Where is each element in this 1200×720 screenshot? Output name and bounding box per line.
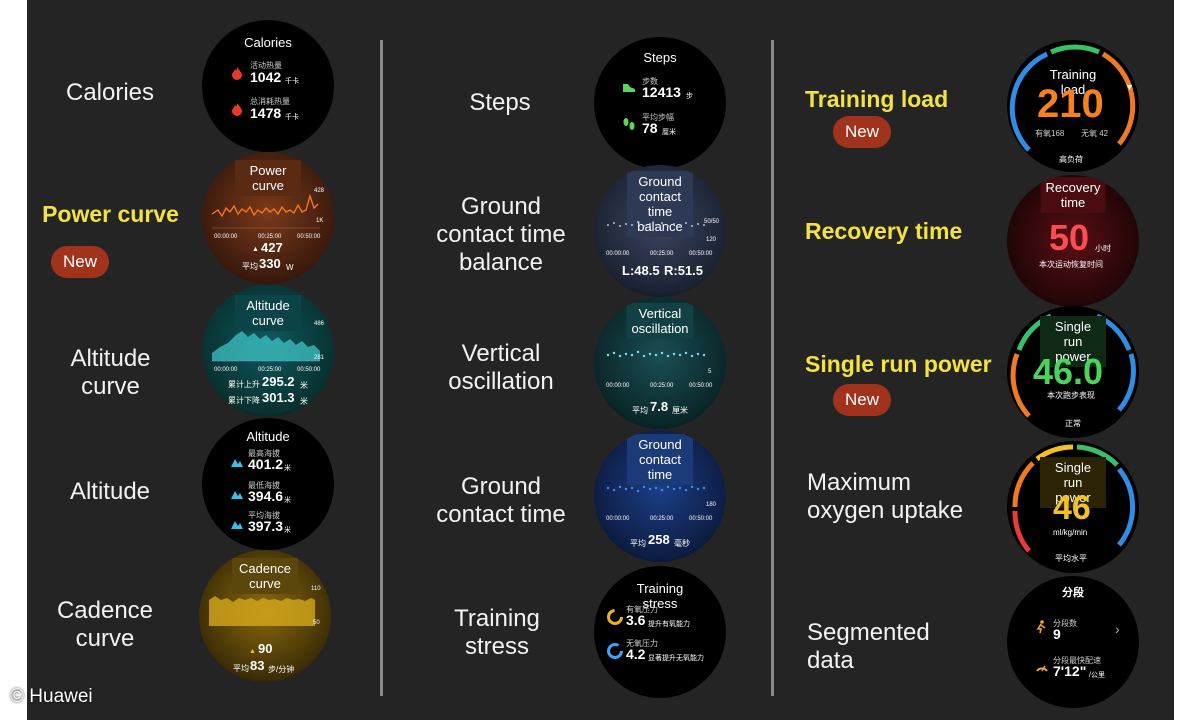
watch-training-stress: Training stress 有氧压力 3.6 提升有氧能力 无氧压力 4.2…: [594, 566, 726, 698]
footsteps-icon: [623, 118, 635, 130]
new-badge-training-load: New: [833, 116, 891, 148]
label-gct: Ground contact time: [436, 473, 566, 528]
gct-scatter: [606, 485, 706, 493]
watch-altitude-curve: Altitude curve 486 281 00:00:00 00:25:00…: [202, 285, 334, 417]
watch-vo2max: Single run power 46 ml/kg/min 平均水平: [1007, 441, 1139, 573]
peak-triangle-icon: ▲: [252, 246, 259, 253]
mountain-icon: [231, 521, 243, 529]
pace-gauge-icon: [1036, 665, 1048, 672]
watch-single-run-power: Single run power 46.0 本次跑步表现 正常: [1007, 306, 1139, 438]
watch-title: Ground contact time balance: [627, 171, 693, 237]
label-single-run-power: Single run power: [805, 351, 992, 377]
watch-title: Calories: [244, 35, 292, 50]
watch-segmented-data: 分段 分段数 9 › 分段最快配速 7'12" /公里: [1007, 576, 1139, 708]
label-power-curve: Power curve: [42, 201, 179, 227]
column-divider-2: [771, 40, 774, 696]
gct-balance-scatter: [607, 221, 705, 227]
label-altitude-curve: Altitude curve: [70, 345, 151, 400]
flame-icon: [232, 103, 242, 116]
vo2-gauge: [1012, 444, 1135, 553]
label-segmented-data: Segmented data: [807, 619, 930, 674]
label-steps: Steps: [469, 89, 531, 116]
flame-icon: [232, 67, 242, 80]
watch-power-curve: Power curve 428 1K 00:00:00 00:25:00 00:…: [202, 152, 334, 284]
label-max-oxygen: Maximum oxygen uptake: [807, 469, 964, 524]
watch-title: Altitude curve: [235, 295, 301, 331]
anaerobic-ring-icon: [607, 643, 623, 659]
copyright-text: © Huawei: [10, 686, 93, 707]
watch-title: Single run power: [1040, 316, 1106, 367]
label-training-load: Training load: [805, 86, 949, 112]
cadence-area-chart: [209, 596, 315, 626]
watch-title: Training load: [1049, 67, 1097, 97]
watch-title: Steps: [643, 50, 677, 65]
label-gct-balance: Ground contact time balance: [436, 193, 566, 276]
watch-title: 分段: [1062, 587, 1084, 599]
altitude-area-chart: [212, 331, 320, 362]
label-cadence-curve: Cadence curve: [56, 597, 154, 652]
shoe-icon: [623, 84, 635, 92]
watch-gct: Ground contact time 180 00:00:00 00:25:0…: [594, 430, 726, 562]
runner-icon: [1036, 620, 1046, 634]
watch-steps: Steps 步数 12413 步 平均步幅 78 厘米: [594, 37, 726, 169]
watch-vertical-oscillation: Vertical oscillation 5 00:00:00 00:25:00…: [594, 297, 726, 429]
right-border: [1174, 0, 1200, 720]
label-calories: Calories: [65, 79, 155, 106]
watch-title: Training stress: [636, 581, 684, 611]
watch-cadence-curve: Cadence curve 110 50 ▲ 90 平均 83 步/分钟: [199, 550, 331, 682]
watch-altitude: Altitude 最高海拔 401.2 米 最低海拔 394.6 米 平均海拔 …: [202, 418, 334, 550]
label-altitude: Altitude: [69, 478, 151, 505]
label-recovery-time: Recovery time: [805, 218, 963, 244]
column-divider-1: [380, 40, 383, 696]
watch-title: Recovery time: [1040, 177, 1106, 213]
power-curve-chart: [212, 193, 320, 229]
label-vertical-oscillation: Vertical oscillation: [448, 340, 554, 395]
watch-title: Vertical oscillation: [626, 303, 694, 339]
indicator-triangle-icon: ▼: [1125, 82, 1134, 92]
watch-calories: Calories 活动热量 1042 千卡 总消耗热量 1478 千卡: [202, 20, 334, 152]
watch-title: Power curve: [235, 160, 301, 196]
watch-title: Single run power: [1040, 457, 1106, 508]
left-border: [0, 0, 27, 720]
watch-training-load: Training load ▼ 210 有氧168 无氧 42 高负荷: [1007, 40, 1139, 172]
mountain-icon: [231, 491, 243, 499]
new-badge-power-curve: New: [51, 246, 109, 278]
watch-title: Altitude: [246, 429, 290, 444]
vertical-oscillation-scatter: [606, 350, 706, 358]
watch-title: Cadence curve: [232, 558, 298, 594]
watch-recovery-time: Recovery time 50 小时 本次运动恢复时间: [1007, 175, 1139, 307]
label-training-stress: Training stress: [454, 605, 540, 660]
mountain-icon: [231, 459, 243, 467]
load-gauge: [1009, 44, 1136, 152]
peak-triangle-icon: ▲: [249, 648, 256, 655]
chevron-right-icon[interactable]: ›: [1115, 621, 1120, 637]
new-badge-single-run-power: New: [833, 384, 891, 416]
aerobic-ring-icon: [607, 609, 623, 625]
watch-gct-balance: Ground contact time balance 50/50 120 00…: [594, 165, 726, 297]
watch-title: Ground contact time: [627, 434, 693, 485]
